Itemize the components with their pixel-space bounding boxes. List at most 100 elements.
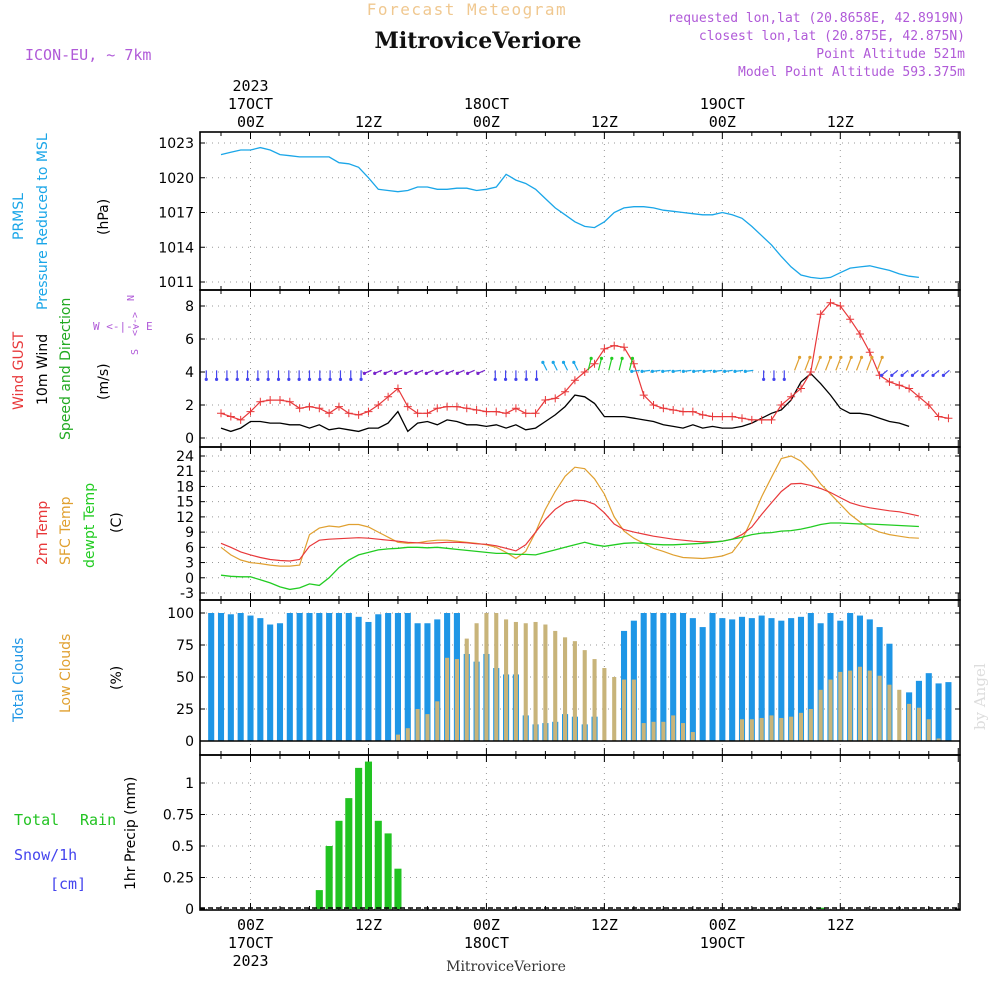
pressure-panel: 1011 1014 1017 1020 1023 <box>158 132 960 291</box>
wind-arrow-head <box>681 369 685 373</box>
wind-direction-arrow <box>845 357 852 371</box>
wind-ytick-label: 6 <box>185 332 194 348</box>
precip-labels: Total Rain Snow/1h [cm] 1hr Precip (mm) <box>14 777 139 893</box>
wind-arrow-head <box>225 377 229 381</box>
wind-arrow-head <box>640 369 644 373</box>
wind-unit: (m/s) <box>96 363 112 400</box>
low-cloud-bar <box>602 668 607 741</box>
wind-arrow-head <box>493 377 497 381</box>
precip-label-cm: [cm] <box>50 875 86 893</box>
closest-coords: closest lon,lat (20.875E, 42.875N) <box>699 29 965 44</box>
low-cloud-bar <box>464 638 469 741</box>
low-cloud-bar <box>828 679 833 741</box>
precip-ytick-label: 1 <box>185 776 194 792</box>
total-cloud-bar <box>817 623 824 741</box>
temperature-ytick-label: 15 <box>176 495 194 511</box>
total-cloud-bar <box>424 623 431 741</box>
dewpoint-line <box>220 522 919 591</box>
wind-arrow-head <box>620 356 624 360</box>
wind-arrow-head <box>287 377 291 381</box>
wind-arrow-head <box>610 356 614 360</box>
gust-marker <box>718 412 727 421</box>
wind-arrow-head <box>921 373 925 377</box>
time-label: 12Z <box>355 916 382 934</box>
gust-marker <box>217 409 226 418</box>
total-cloud-bar <box>719 618 726 741</box>
clouds-ytick-label: 100 <box>167 606 194 622</box>
total-cloud-bar <box>326 613 333 741</box>
total-cloud-bar <box>335 613 343 741</box>
wind-ytick-label: 2 <box>185 398 194 414</box>
total-cloud-bar <box>394 613 401 741</box>
low-cloud-bar <box>582 650 587 741</box>
wind-arrow-head <box>782 377 786 381</box>
wind-label-10m: 10m Wind <box>35 334 51 405</box>
gust-marker <box>767 415 776 424</box>
gust-marker <box>226 412 235 421</box>
wind-label-speed-dir: Speed and Direction <box>58 298 74 440</box>
gust-marker <box>364 407 373 416</box>
total-cloud-bar <box>640 613 647 741</box>
wind-arrow-head <box>435 371 439 375</box>
gust-marker <box>679 407 688 416</box>
footer-location: MitroviceVeriore <box>446 959 566 975</box>
gust-marker <box>895 381 904 390</box>
low-cloud-bar <box>749 719 754 741</box>
wind-arrow-head <box>572 360 576 364</box>
total-cloud-bar <box>729 619 736 741</box>
precip-ytick-label: 0 <box>185 902 194 918</box>
total-cloud-bar <box>748 618 755 741</box>
temp-2m-line <box>220 482 920 562</box>
total-cloud-bar <box>414 623 421 741</box>
total-cloud-bar <box>925 673 932 741</box>
total-cloud-bar <box>296 613 303 741</box>
low-cloud-bar <box>513 621 518 741</box>
low-cloud-bar <box>504 619 509 741</box>
top-time-label: 12Z <box>827 113 854 131</box>
top-time-label: 17OCT <box>228 95 273 113</box>
wind-arrow-head <box>941 373 946 377</box>
low-cloud-bar <box>857 666 863 741</box>
wind-arrow-head <box>839 355 843 359</box>
requested-coords: requested lon,lat (20.8658E, 42.8919N) <box>668 11 965 26</box>
gust-marker <box>256 397 265 406</box>
low-cloud-bar <box>621 679 627 741</box>
temperature-ytick-label: 6 <box>185 540 194 556</box>
gust-marker <box>502 409 511 418</box>
wind-arrow-head <box>318 377 322 381</box>
pressure-ytick-label: 1014 <box>158 240 194 256</box>
wind-ytick-label: 4 <box>185 365 194 381</box>
low-cloud-bar <box>936 738 941 741</box>
wind-arrow-head <box>245 377 250 381</box>
rain-bar <box>384 833 392 909</box>
gust-marker <box>855 330 864 339</box>
gust-marker <box>570 376 579 385</box>
low-cloud-bar <box>523 623 528 741</box>
total-cloud-bar <box>709 613 716 741</box>
clouds-ytick-label: 75 <box>176 638 194 654</box>
wind-arrow-head <box>414 371 418 375</box>
wind-speed-line <box>220 372 910 433</box>
wind-arrow-head <box>879 373 884 377</box>
wind-panel: 0 2 4 6 8 <box>185 290 960 447</box>
total-cloud-bar <box>670 613 677 741</box>
wind-arrow-head <box>900 373 904 377</box>
total-cloud-bar <box>365 621 372 741</box>
wind-arrow-head <box>859 355 864 359</box>
gust-marker <box>708 412 717 421</box>
time-label: 2023 <box>232 952 268 970</box>
gust-marker <box>462 404 471 413</box>
total-cloud-bar <box>306 613 313 741</box>
model-point-altitude: Model Point Altitude 593.375m <box>738 65 965 80</box>
gust-marker <box>600 344 609 353</box>
wind-label-gust: Wind GUST <box>11 331 27 410</box>
low-cloud-bar <box>474 623 479 741</box>
low-cloud-bar <box>484 613 489 741</box>
total-cloud-bar <box>286 613 293 741</box>
gust-marker <box>246 407 255 416</box>
total-cloud-bar <box>679 613 687 741</box>
gust-marker <box>580 368 589 376</box>
low-cloud-bar <box>641 723 646 741</box>
wind-arrow-head <box>712 369 716 373</box>
